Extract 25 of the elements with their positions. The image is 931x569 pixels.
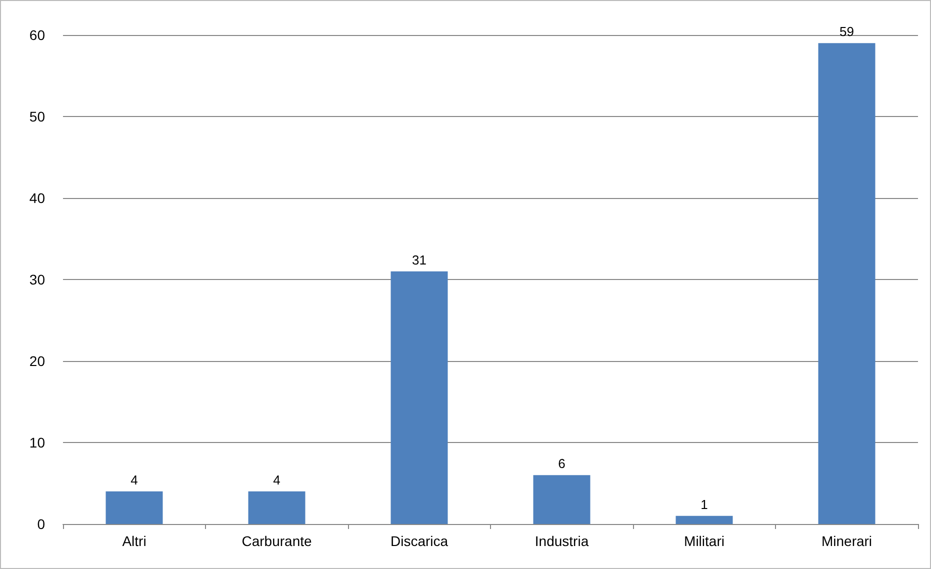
data-label: 59 [840,24,854,40]
x-tick-label: Altri [122,533,146,549]
x-tick-label: Industria [534,533,589,549]
bar [390,271,448,524]
data-label: 4 [130,472,138,488]
y-tick-label: 50 [29,108,46,124]
x-tick-label: Minerari [821,533,872,549]
data-label: 31 [412,252,426,268]
x-tick-label: Carburante [242,533,312,549]
bar [676,516,733,524]
bar [818,43,876,524]
data-label: 1 [700,496,708,512]
bar [106,491,163,524]
x-tick-label: Militari [684,533,724,549]
x-tick-label: Discarica [390,533,448,549]
data-label: 6 [558,456,566,472]
y-tick-label: 30 [29,272,46,288]
data-label: 4 [273,472,280,488]
y-tick-label: 40 [29,190,46,206]
y-tick-label: 20 [29,353,46,369]
y-tick-label: 0 [37,516,46,532]
bar [533,475,590,524]
y-tick-label: 60 [29,27,46,43]
bar [248,491,306,524]
y-tick-label: 10 [29,434,46,450]
